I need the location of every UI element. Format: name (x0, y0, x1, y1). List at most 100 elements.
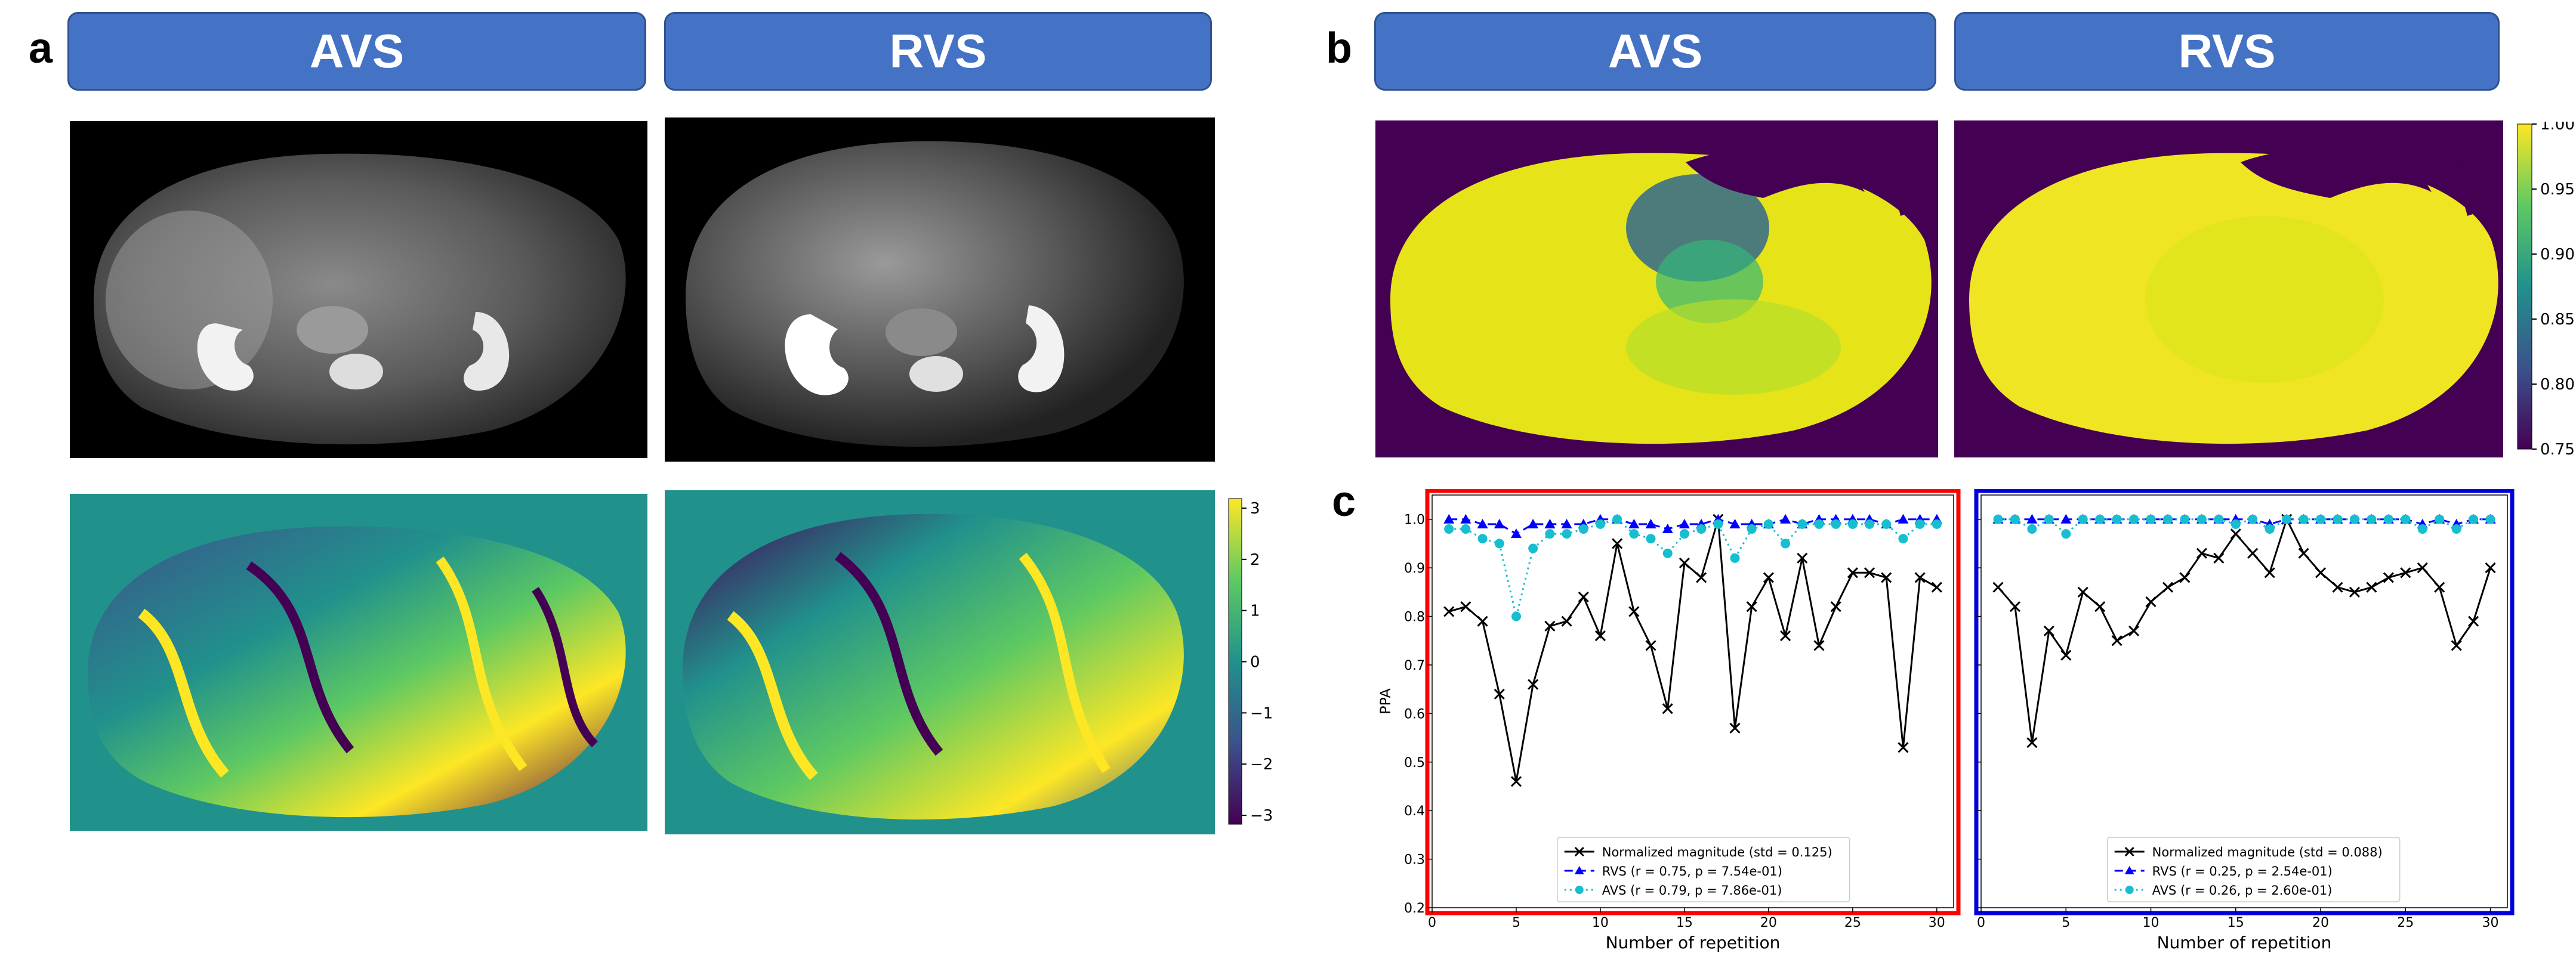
series-line (1997, 516, 2491, 743)
colorbar-tick-label: 2 (1250, 551, 1260, 569)
x-axis-label: Number of repetition (1606, 933, 1781, 952)
series-line (1449, 518, 1937, 535)
data-point (2248, 514, 2258, 524)
data-point (2468, 615, 2479, 627)
data-point (1814, 519, 1824, 529)
data-point (1729, 722, 1741, 734)
data-point (2383, 572, 2394, 583)
data-point (1914, 572, 1926, 583)
data-point (2044, 514, 2054, 524)
data-point (1713, 519, 1723, 529)
data-point (2298, 547, 2309, 559)
rvs-magnitude-image (665, 117, 1215, 462)
plot-frame (1974, 489, 2515, 915)
data-point (1847, 519, 1858, 529)
data-point (1578, 524, 1588, 534)
series-line (1998, 518, 2491, 536)
header-rvs-a: RVS (664, 12, 1212, 91)
legend-entry: Normalized magnitude (std = 0.088) (2152, 845, 2383, 859)
x-tick-label: 20 (2312, 915, 2329, 930)
data-point (1797, 552, 1808, 564)
colorbar-tick-label: −1 (1250, 704, 1273, 722)
data-point (2162, 514, 2173, 524)
data-point (1629, 529, 1639, 539)
y-tick-label: 1.0 (1404, 513, 1425, 528)
data-point (1831, 519, 1841, 529)
data-point (1477, 518, 1488, 528)
data-point (2129, 514, 2139, 524)
colorbar-tick-label: 0.95 (2540, 181, 2575, 199)
data-point (1544, 518, 1556, 528)
data-point (1915, 519, 1925, 529)
data-point (2282, 514, 2292, 524)
y-tick-label: 0.2 (1404, 901, 1425, 916)
data-point (1662, 703, 1673, 714)
legend-entry: Normalized magnitude (std = 0.125) (1602, 845, 1832, 859)
colorbar-tick-label: 0.75 (2540, 441, 2575, 456)
data-point (2027, 524, 2037, 534)
data-point (2060, 649, 2072, 661)
data-point (2316, 514, 2326, 524)
data-point (2128, 625, 2140, 637)
colorbar-tick-label: −2 (1250, 756, 1273, 774)
series-line (1449, 518, 1937, 617)
data-point (2077, 586, 2088, 598)
data-point (1578, 591, 1589, 603)
colorbar-tick-label: 1.00 (2540, 122, 2575, 134)
data-point (2196, 547, 2207, 559)
data-point (1494, 688, 1505, 700)
data-point (1763, 572, 1774, 583)
data-point (2060, 514, 2072, 524)
data-point (1628, 606, 1640, 617)
data-point (1747, 524, 1757, 534)
x-axis-label: Number of repetition (2157, 933, 2332, 952)
data-point (1646, 534, 1656, 544)
data-point (2469, 514, 2479, 524)
x-tick-label: 20 (1760, 915, 1777, 930)
data-point (1561, 518, 1572, 528)
data-point (1477, 534, 1488, 544)
y-tick-label: 0.4 (1404, 804, 1425, 819)
data-point (2196, 514, 2207, 524)
y-tick-label: 0.8 (1404, 610, 1425, 625)
data-point (1460, 601, 1471, 613)
data-point (2417, 562, 2428, 574)
data-point (2112, 514, 2122, 524)
header-avs-b: AVS (1374, 12, 1936, 91)
data-point (2214, 514, 2224, 524)
data-point (1595, 519, 1605, 529)
data-point (1461, 524, 1471, 534)
data-point (2400, 567, 2411, 579)
data-point (1679, 518, 1690, 528)
data-point (1494, 518, 1505, 528)
y-tick-label: 0.5 (1404, 756, 1425, 771)
legend-entry: RVS (r = 0.25, p = 2.54e-01) (2152, 864, 2333, 879)
data-point (1746, 601, 1757, 613)
data-point (1544, 620, 1556, 632)
header-rvs-b: RVS (1954, 12, 2500, 91)
data-point (1628, 518, 1640, 528)
data-point (2485, 514, 2495, 524)
data-point (1813, 640, 1825, 651)
data-point (1881, 572, 1892, 583)
data-point (1528, 679, 1539, 690)
rvs-ppa-map (1954, 120, 2503, 457)
data-point (1562, 529, 1572, 539)
header-avs-a: AVS (67, 12, 646, 91)
data-point (1864, 567, 1875, 579)
data-point (1729, 518, 1741, 528)
data-point (2231, 519, 2241, 529)
data-point (1645, 518, 1656, 528)
data-point (2078, 514, 2088, 524)
x-tick-label: 15 (1676, 915, 1693, 930)
data-point (1932, 519, 1942, 529)
y-tick-label: 0.6 (1404, 707, 1425, 722)
y-tick-label: 0.3 (1404, 853, 1425, 868)
data-point (2299, 514, 2309, 524)
axes-box (1432, 494, 1954, 908)
data-point (1477, 615, 1488, 627)
panel-label-a: a (29, 24, 53, 72)
x-tick-label: 5 (1512, 915, 1520, 930)
x-tick-label: 30 (2482, 915, 2499, 930)
data-point (2485, 562, 2496, 574)
